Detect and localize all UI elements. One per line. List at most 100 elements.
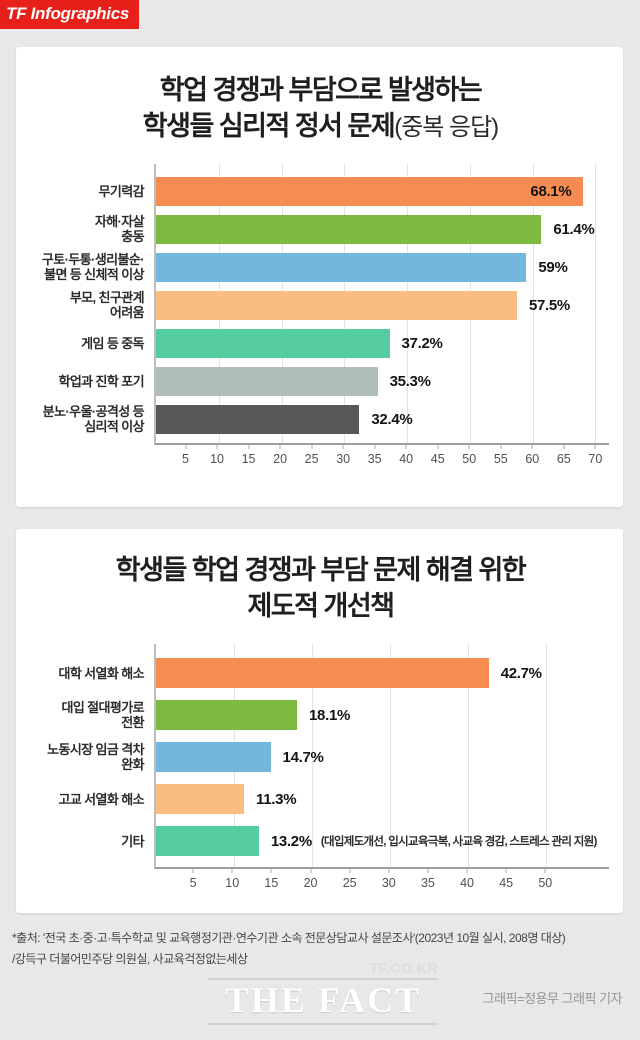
tick-mark	[231, 869, 233, 874]
gridline	[311, 644, 313, 868]
category-label: 게임 등 중독	[81, 335, 144, 351]
value-label: 35.3%	[390, 367, 431, 396]
value-label: 11.3%	[256, 784, 297, 814]
bar	[156, 784, 245, 815]
bar	[156, 366, 378, 396]
tick-label: 30	[336, 452, 351, 467]
chart1-plot: 68.1% 61.4% 59% 57.5% 37.2% 35.3% 32.4% 5 10 15 2…	[154, 164, 609, 471]
bar	[156, 658, 489, 689]
gridline	[467, 644, 469, 868]
category-label: 부모, 친구관계 어려움	[69, 289, 145, 321]
chart2-title-line2: 제도적 개선책	[247, 590, 395, 621]
value-label: 57.5%	[529, 291, 570, 320]
footer: *출처: '전국 초·중·고·특수학교 및 교육행정기관·연수기관 소속 전문상…	[0, 912, 640, 1040]
tick-mark	[388, 869, 390, 874]
tick-mark	[248, 445, 250, 450]
category-label: 학업과 진학 포기	[58, 373, 144, 389]
logo-divider-top	[208, 978, 438, 980]
chart2-category-labels: 대학 서열화 해소 대입 절대평가로 전환 노동시장 임금 격차 완화 고교 서열화 …	[32, 644, 154, 895]
logo-divider-bottom	[208, 1022, 438, 1025]
chart1-title: 학업 경쟁과 부담으로 발생하는 학생들 심리적 정서 문제(중복 응답)	[32, 73, 609, 144]
bar-row: 68.1%	[156, 172, 609, 210]
category-label: 구토·두통·생리불순· 불면 등 신체적 이상	[41, 251, 145, 283]
tick-mark	[500, 445, 502, 450]
bar	[156, 328, 390, 358]
gridline	[389, 644, 391, 868]
tick-mark	[544, 869, 546, 874]
category-label: 노동시장 임금 격차 완화	[47, 741, 145, 773]
value-text: 14.7%	[282, 748, 324, 766]
graphics-credit: 그래픽=정용무 그래픽 기자	[482, 991, 623, 1006]
top-bar: TF Infographics	[0, 0, 640, 29]
value-text: 59%	[538, 258, 568, 276]
site-url: TF.CO.KR	[369, 960, 438, 976]
category-label: 분노·우울·공격성 등 심리적 이상	[42, 403, 145, 435]
tick-label: 15	[241, 452, 256, 467]
tf-infographics-logo: TF Infographics	[0, 0, 140, 29]
chart1-title-line1: 학업 경쟁과 부담으로 발생하는	[159, 75, 483, 105]
category-label: 고교 서열화 해소	[58, 791, 144, 807]
tick-label: 45	[430, 452, 445, 467]
tick-mark	[531, 445, 533, 450]
bar-row: 61.4%	[156, 210, 609, 248]
chart2-title: 학생들 학업 경쟁과 부담 문제 해결 위한 제도적 개선책	[32, 553, 609, 624]
bar-row: 13.2% (대입제도개선, 입시교육극복, 사교육 경감, 스트레스 관리 지원…	[156, 820, 609, 862]
tick-mark	[427, 869, 429, 874]
chart2-x-axis: 5 10 15 20 25 30 35 40 45 50	[154, 869, 609, 895]
tick-mark	[349, 869, 351, 874]
bar	[156, 700, 298, 731]
bar-row: 57.5%	[156, 286, 609, 324]
tick-label: 20	[303, 876, 318, 891]
the-fact-logo-block: TF.CO.KR THE FACT	[208, 960, 438, 1025]
value-label: 13.2% (대입제도개선, 입시교육극복, 사교육 경감, 스트레스 관리 지원…	[271, 826, 597, 856]
value-label: 42.7%	[501, 658, 542, 688]
tick-label: 40	[399, 452, 414, 467]
tick-label: 25	[304, 452, 319, 467]
category-label: 대입 절대평가로 전환	[61, 699, 144, 731]
chart2-plot: 42.7% 18.1% 14.7% 11.3% 13.2% (대입제도개선, 입시교육극복…	[154, 644, 609, 895]
tick-label: 20	[273, 452, 288, 467]
tick-label: 5	[189, 876, 197, 891]
value-text: 68.1%	[530, 182, 572, 200]
value-text: 61.4%	[553, 220, 595, 238]
bar-row: 59%	[156, 248, 609, 286]
value-label: 68.1%	[530, 177, 571, 206]
category-label: 기타	[121, 833, 144, 849]
tick-mark	[216, 445, 218, 450]
tick-mark	[563, 445, 565, 450]
source-line-1: *출처: '전국 초·중·고·특수학교 및 교육행정기관·연수기관 소속 전문상…	[12, 931, 566, 945]
bar	[156, 404, 360, 434]
gridline	[532, 164, 534, 444]
chart1-title-suffix: (중복 응답)	[394, 113, 499, 141]
chart2: 대학 서열화 해소 대입 절대평가로 전환 노동시장 임금 격차 완화 고교 서열화 …	[32, 644, 609, 895]
the-fact-logo: THE FACT	[224, 980, 422, 1020]
value-text: 35.3%	[389, 372, 431, 390]
tick-mark	[342, 445, 344, 450]
value-label: 18.1%	[309, 700, 350, 730]
tick-mark	[594, 445, 596, 450]
tick-label: 60	[525, 452, 540, 467]
category-label: 자해·자살 충동	[94, 213, 145, 245]
bar	[156, 176, 584, 206]
tick-label: 65	[556, 452, 571, 467]
tick-mark	[437, 445, 439, 450]
tick-label: 45	[499, 876, 514, 891]
tick-label: 15	[264, 876, 279, 891]
value-label: 59%	[538, 253, 567, 282]
tick-mark	[505, 869, 507, 874]
category-label: 무기력감	[98, 183, 145, 199]
chart1-x-axis: 5 10 15 20 25 30 35 40 45 50 55 60 65 70	[154, 445, 609, 471]
tick-mark	[466, 869, 468, 874]
bar	[156, 214, 542, 244]
bar-row: 35.3%	[156, 362, 609, 400]
tick-label: 50	[462, 452, 477, 467]
tick-mark	[374, 445, 376, 450]
bar-row: 42.7%	[156, 652, 609, 694]
tick-mark	[279, 445, 281, 450]
tick-label: 35	[367, 452, 382, 467]
tick-mark	[311, 445, 313, 450]
tick-label: 10	[225, 876, 240, 891]
value-text: 13.2%	[270, 832, 312, 850]
